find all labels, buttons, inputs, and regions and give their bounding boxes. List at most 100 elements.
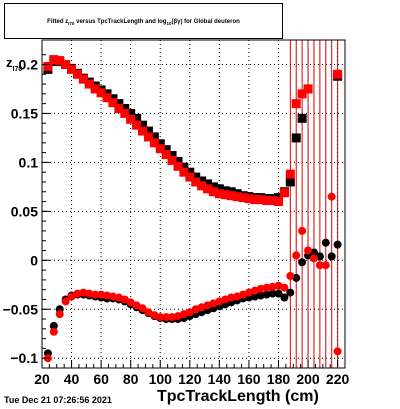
data-point-square bbox=[49, 55, 59, 65]
data-point-circle bbox=[268, 282, 277, 291]
data-point-square bbox=[84, 79, 94, 89]
data-point-circle bbox=[126, 298, 135, 307]
plot-frame bbox=[41, 39, 346, 369]
data-point-circle bbox=[49, 321, 58, 330]
data-point-square bbox=[43, 61, 53, 71]
data-point-square bbox=[120, 104, 130, 114]
data-point-circle bbox=[144, 308, 153, 317]
data-point-circle bbox=[309, 254, 318, 263]
data-point-square bbox=[208, 187, 218, 197]
data-point-circle bbox=[292, 251, 301, 260]
x-tick-label: 180 bbox=[267, 371, 291, 387]
data-point-square bbox=[226, 191, 236, 201]
data-point-circle bbox=[262, 283, 271, 292]
data-point-square bbox=[273, 197, 283, 207]
data-point-square bbox=[155, 139, 165, 149]
data-point-circle bbox=[162, 313, 171, 322]
data-point-circle bbox=[156, 313, 165, 322]
data-point-circle bbox=[103, 291, 112, 300]
data-point-square bbox=[285, 169, 295, 179]
data-point-square bbox=[333, 69, 343, 79]
data-point-square bbox=[191, 172, 201, 182]
y-tick-label: −0.1 bbox=[10, 350, 38, 366]
data-point-square bbox=[114, 104, 124, 114]
error-bars bbox=[289, 40, 339, 368]
data-point-square bbox=[78, 74, 88, 84]
data-point-square bbox=[203, 179, 213, 189]
data-point-square bbox=[197, 181, 207, 191]
data-point-square bbox=[167, 155, 177, 165]
data-point-square bbox=[61, 59, 71, 69]
data-point-square bbox=[238, 193, 248, 203]
data-point-circle bbox=[250, 292, 259, 301]
data-point-square bbox=[155, 144, 165, 154]
data-point-square bbox=[250, 195, 260, 205]
data-point-square bbox=[179, 167, 189, 177]
data-point-circle bbox=[256, 291, 265, 300]
data-point-square bbox=[291, 99, 301, 109]
data-point-square bbox=[262, 196, 272, 206]
title-part2: versus TpcTrackLength and log bbox=[74, 19, 167, 25]
data-point-square bbox=[108, 98, 118, 108]
data-point-square bbox=[179, 162, 189, 172]
data-point-square bbox=[185, 167, 195, 177]
x-tick-label: 160 bbox=[237, 371, 261, 387]
data-point-circle bbox=[132, 301, 141, 310]
data-point-circle bbox=[280, 283, 289, 292]
data-point-square bbox=[297, 113, 307, 123]
data-point-circle bbox=[315, 261, 324, 270]
data-point-circle bbox=[327, 192, 336, 201]
data-point-square bbox=[96, 88, 106, 98]
data-point-square bbox=[214, 189, 224, 199]
data-point-circle bbox=[49, 327, 58, 336]
data-point-circle bbox=[108, 292, 117, 301]
data-point-square bbox=[297, 89, 307, 99]
x-tick-label: 100 bbox=[149, 371, 173, 387]
data-point-square bbox=[303, 84, 313, 94]
data-point-circle bbox=[274, 289, 283, 298]
data-point-square bbox=[197, 176, 207, 186]
y-tick-label: −0.05 bbox=[3, 301, 39, 317]
data-point-circle bbox=[298, 258, 307, 267]
data-point-square bbox=[291, 133, 301, 143]
data-point-square bbox=[191, 177, 201, 187]
data-point-square bbox=[138, 120, 148, 130]
data-point-circle bbox=[286, 271, 295, 280]
data-point-circle bbox=[321, 238, 330, 247]
data-point-square bbox=[102, 93, 112, 103]
data-point-square bbox=[132, 113, 142, 123]
data-point-circle bbox=[256, 284, 265, 293]
data-point-circle bbox=[321, 261, 330, 270]
title-sub2: 10 bbox=[166, 21, 172, 27]
data-point-circle bbox=[286, 288, 295, 297]
data-point-square bbox=[279, 188, 289, 198]
data-point-square bbox=[149, 138, 159, 148]
data-point-circle bbox=[79, 288, 88, 297]
data-point-square bbox=[244, 194, 254, 204]
data-point-circle bbox=[227, 293, 236, 302]
y-tick-label: 0.05 bbox=[11, 203, 38, 219]
data-point-circle bbox=[120, 295, 129, 304]
grid-lines bbox=[41, 40, 345, 368]
data-point-square bbox=[185, 172, 195, 182]
data-point-square bbox=[90, 84, 100, 94]
data-point-square bbox=[67, 64, 77, 74]
data-point-square bbox=[143, 132, 153, 142]
data-point-square bbox=[55, 56, 65, 66]
x-tick-label: 140 bbox=[208, 371, 232, 387]
title-sub1: I70 bbox=[68, 21, 75, 27]
x-axis-label: TpcTrackLength (cm) bbox=[157, 388, 319, 405]
y-tick-label: 0.2 bbox=[19, 56, 39, 72]
data-point-square bbox=[256, 195, 266, 205]
data-point-circle bbox=[73, 289, 82, 298]
data-point-square bbox=[120, 108, 130, 118]
data-point-square bbox=[126, 108, 136, 118]
y-tick-label: 0.15 bbox=[11, 105, 38, 121]
x-tick-label: 120 bbox=[178, 371, 202, 387]
data-point-circle bbox=[262, 290, 271, 299]
data-point-circle bbox=[304, 246, 313, 255]
data-point-circle bbox=[138, 304, 147, 313]
data-point-square bbox=[167, 151, 177, 161]
data-point-square bbox=[161, 150, 171, 160]
